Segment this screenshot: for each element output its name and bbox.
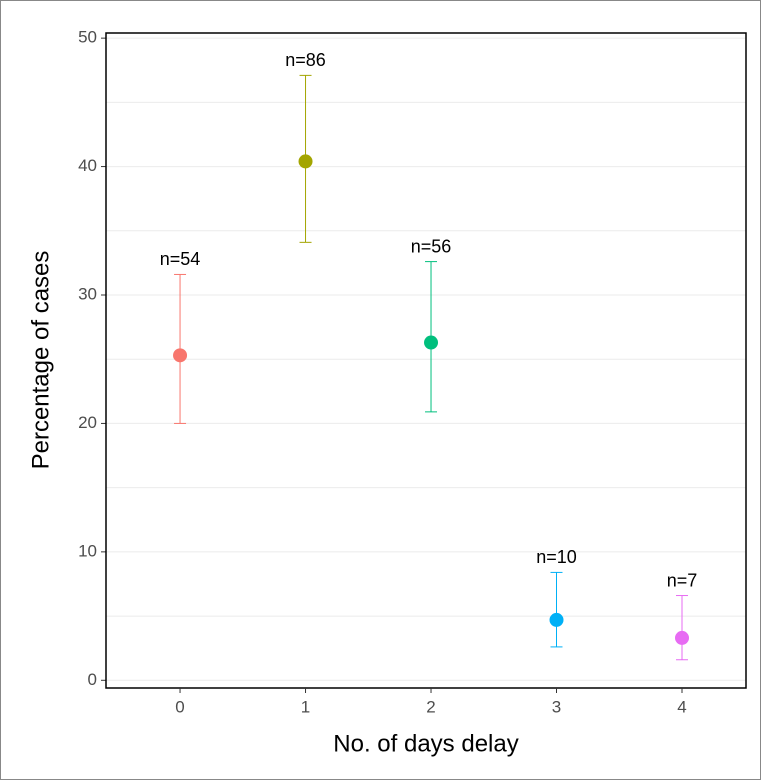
annotation: n=56 [411, 236, 452, 256]
y-tick-label: 40 [78, 156, 97, 175]
y-tick-label: 30 [78, 284, 97, 303]
x-tick-label: 1 [301, 697, 310, 716]
y-axis-title: Percentage of cases [27, 251, 54, 470]
annotation: n=86 [285, 50, 326, 70]
point [675, 630, 689, 645]
y-tick-label: 50 [78, 28, 97, 47]
point [549, 612, 564, 627]
x-tick-label: 4 [677, 697, 686, 716]
annotation: n=54 [160, 249, 201, 269]
x-tick-label: 3 [552, 697, 561, 716]
x-tick-label: 2 [426, 697, 435, 716]
panel-border [105, 32, 747, 689]
x-tick-label: 0 [175, 697, 184, 716]
y-tick-label: 10 [78, 541, 97, 560]
y-tick-label: 20 [78, 413, 97, 432]
point [298, 154, 313, 169]
y-tick-label: 0 [88, 670, 97, 689]
annotation: n=10 [536, 547, 577, 567]
annotation: n=7 [667, 570, 698, 590]
point [173, 348, 188, 363]
x-axis-title: No. of days delay [333, 730, 518, 757]
point [424, 335, 439, 350]
